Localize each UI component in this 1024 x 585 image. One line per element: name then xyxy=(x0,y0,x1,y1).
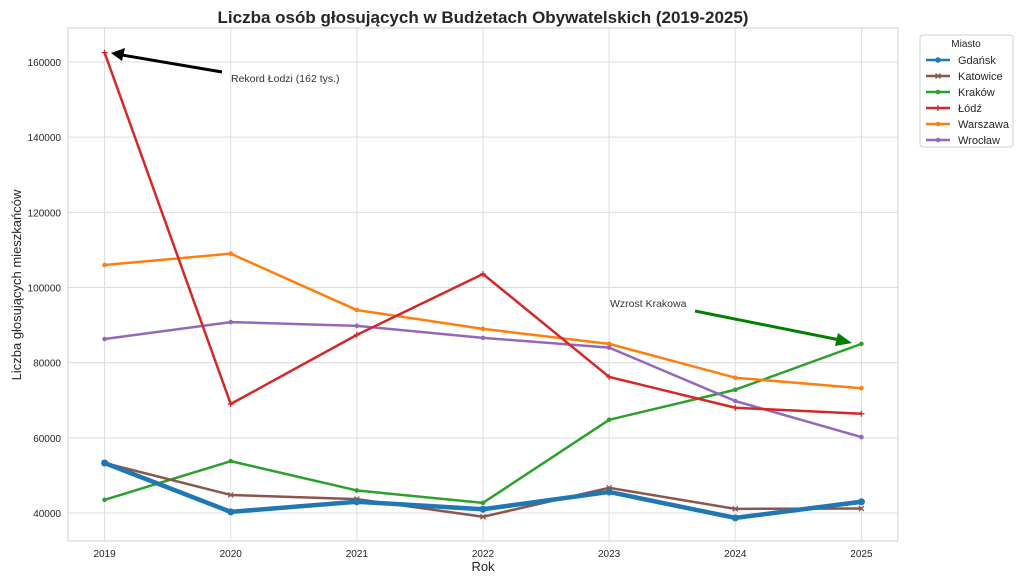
legend-box xyxy=(919,34,1014,148)
legend: Miasto Gdańsk Katowice Kraków Łódź Warszawa W… xyxy=(919,34,1014,148)
x-axis-ticks: 2019 2020 2021 2022 2023 2024 2025 xyxy=(93,549,873,560)
y-axis-label: Liczba głosujących mieszkańców xyxy=(9,189,24,380)
data-point xyxy=(858,505,865,512)
data-point xyxy=(353,498,361,506)
legend-marker xyxy=(935,121,941,127)
legend-marker xyxy=(935,73,941,79)
data-point xyxy=(228,251,234,256)
legend-item-Kraków: Kraków xyxy=(926,87,995,99)
y-tick-label: 100000 xyxy=(28,284,62,295)
data-point xyxy=(102,497,107,503)
legend-label: Katowice xyxy=(958,71,1003,83)
data-point xyxy=(732,404,739,411)
series-lines xyxy=(101,49,865,522)
data-point xyxy=(857,498,865,506)
y-tick-label: 140000 xyxy=(28,133,62,144)
legend-label: Kraków xyxy=(958,87,995,99)
data-point xyxy=(480,500,486,506)
data-point xyxy=(480,270,486,277)
x-axis-label: Rok xyxy=(471,559,495,574)
legend-title: Miasto xyxy=(951,39,981,50)
annotation-lodz: Rekord Łodzi (162 tys.) xyxy=(231,73,340,85)
x-tick-label: 2022 xyxy=(472,549,495,560)
data-point xyxy=(606,417,612,423)
legend-item-Warszawa: Warszawa xyxy=(926,119,1010,131)
data-point xyxy=(479,505,487,513)
legend-item-Katowice: Katowice xyxy=(926,71,1003,83)
series-Gdańsk xyxy=(101,459,865,522)
legend-marker xyxy=(935,89,941,95)
data-point xyxy=(227,401,234,408)
chart-title: Liczba osób głosujących w Budżetach Obyw… xyxy=(218,8,749,27)
data-point xyxy=(354,307,360,313)
annotation-arrowhead-lodz xyxy=(111,48,125,61)
x-marker-stroke xyxy=(732,505,739,512)
data-point xyxy=(858,410,865,417)
y-tick-label: 160000 xyxy=(28,58,62,69)
annotation-arrowhead-krakow xyxy=(835,333,852,346)
x-marker-stroke xyxy=(480,513,486,520)
legend-label: Wrocław xyxy=(958,135,1000,147)
data-point xyxy=(731,514,739,522)
x-marker-stroke xyxy=(858,505,865,512)
data-point xyxy=(732,505,739,512)
x-tick-label: 2019 xyxy=(93,549,116,560)
data-point xyxy=(859,434,864,440)
legend-item-Gdańsk: Gdańsk xyxy=(926,55,996,67)
x-marker-stroke xyxy=(227,492,234,498)
series-Wrocław xyxy=(102,319,864,440)
data-point xyxy=(605,488,613,496)
data-point xyxy=(227,492,234,498)
data-point xyxy=(859,385,864,391)
data-point xyxy=(606,373,613,380)
annotation-arrow-krakow xyxy=(694,309,841,342)
data-point xyxy=(228,319,234,325)
legend-label: Gdańsk xyxy=(958,55,996,67)
y-tick-label: 60000 xyxy=(33,434,61,445)
series-Kraków xyxy=(102,341,864,506)
data-point xyxy=(732,375,738,381)
data-point xyxy=(606,345,612,350)
data-point xyxy=(859,341,864,347)
legend-marker xyxy=(935,57,941,63)
annotation-krakow: Wzrost Krakowa xyxy=(610,298,687,310)
data-point xyxy=(102,336,107,342)
y-tick-label: 80000 xyxy=(33,359,61,370)
data-point xyxy=(227,508,235,516)
x-tick-label: 2023 xyxy=(598,549,621,560)
data-point xyxy=(228,458,234,464)
annotations: Rekord Łodzi (162 tys.) Wzrost Krakowa xyxy=(111,48,852,346)
y-tick-label: 120000 xyxy=(28,208,62,219)
y-axis-ticks: 40000 60000 80000 100000 120000 140000 160000 xyxy=(28,58,62,520)
data-point xyxy=(480,326,486,332)
series-Łódź xyxy=(101,49,865,417)
data-point xyxy=(732,387,738,393)
grid-lines xyxy=(68,28,898,541)
data-point xyxy=(354,323,360,329)
legend-marker xyxy=(935,137,941,143)
x-marker-stroke xyxy=(935,73,941,79)
data-point xyxy=(101,459,109,467)
x-tick-label: 2021 xyxy=(346,549,369,560)
legend-item-Łódź: Łódź xyxy=(926,103,982,115)
data-point xyxy=(101,49,108,56)
series-Warszawa xyxy=(102,251,864,391)
y-tick-label: 40000 xyxy=(33,509,61,520)
data-point xyxy=(102,262,107,268)
legend-marker xyxy=(935,105,941,111)
x-tick-label: 2025 xyxy=(850,549,873,560)
legend-label: Warszawa xyxy=(958,119,1010,131)
data-point xyxy=(480,513,486,520)
data-point xyxy=(480,335,486,341)
x-tick-label: 2020 xyxy=(220,549,243,560)
legend-item-Wrocław: Wrocław xyxy=(926,135,1000,147)
annotation-arrow-lodz xyxy=(121,53,223,74)
x-tick-label: 2024 xyxy=(724,549,747,560)
data-point xyxy=(353,331,360,338)
legend-label: Łódź xyxy=(958,103,982,115)
data-point xyxy=(606,341,612,347)
data-point xyxy=(354,488,360,493)
data-point xyxy=(732,398,738,404)
